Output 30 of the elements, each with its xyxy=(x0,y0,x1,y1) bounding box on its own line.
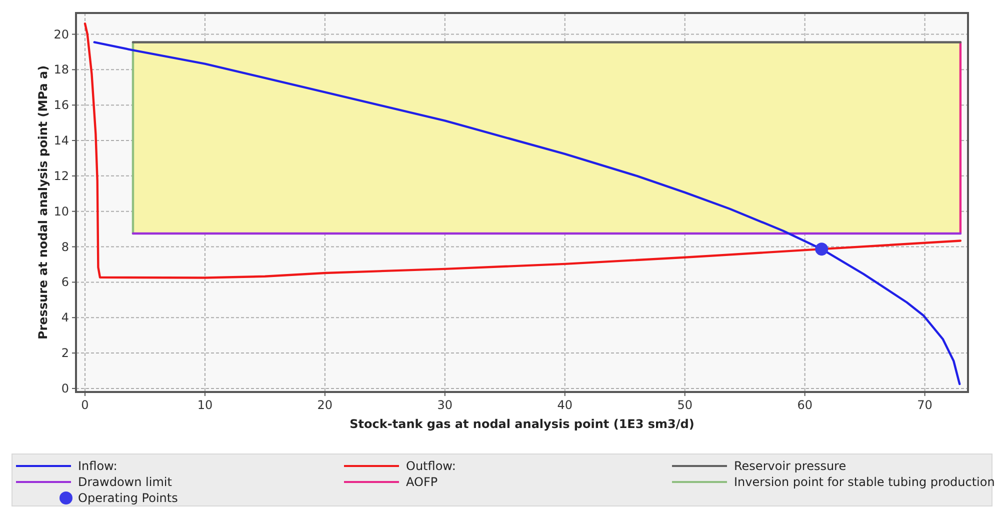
x-tick-label: 70 xyxy=(917,398,932,412)
legend-label: Inversion point for stable tubing production xyxy=(734,475,995,489)
legend-label: Reservoir pressure xyxy=(734,459,846,473)
x-tick-label: 60 xyxy=(797,398,812,412)
y-tick-label: 8 xyxy=(61,240,69,254)
legend-label: AOFP xyxy=(406,475,438,489)
legend-label: Drawdown limit xyxy=(78,475,172,489)
x-tick-label: 50 xyxy=(677,398,693,412)
x-tick-label: 0 xyxy=(81,398,89,412)
y-axis-title: Pressure at nodal analysis point (MPa a) xyxy=(36,65,50,340)
x-tick-label: 20 xyxy=(317,398,333,412)
y-tick-label: 12 xyxy=(54,168,69,183)
y-tick-label: 14 xyxy=(54,134,69,148)
legend-label: Inflow: xyxy=(78,459,118,473)
legend-label: Outflow: xyxy=(406,459,456,473)
y-tick-label: 18 xyxy=(54,62,69,77)
y-tick-label: 6 xyxy=(61,275,69,290)
y-tick-label: 20 xyxy=(54,27,69,42)
line-series xyxy=(84,22,962,279)
x-tick-label: 10 xyxy=(197,398,213,412)
x-tick-label: 40 xyxy=(557,398,573,412)
line-series xyxy=(93,41,961,386)
x-axis-title: Stock-tank gas at nodal analysis point (1E3 sm3/d) xyxy=(350,417,694,431)
y-tick-label: 2 xyxy=(61,346,69,360)
y-tick-label: 4 xyxy=(61,310,69,325)
y-tick-label: 0 xyxy=(61,381,69,396)
y-tick-label: 16 xyxy=(54,98,69,112)
x-tick-label: 30 xyxy=(437,398,453,412)
y-tick-label: 10 xyxy=(54,204,69,218)
legend-label: Operating Points xyxy=(78,491,178,505)
